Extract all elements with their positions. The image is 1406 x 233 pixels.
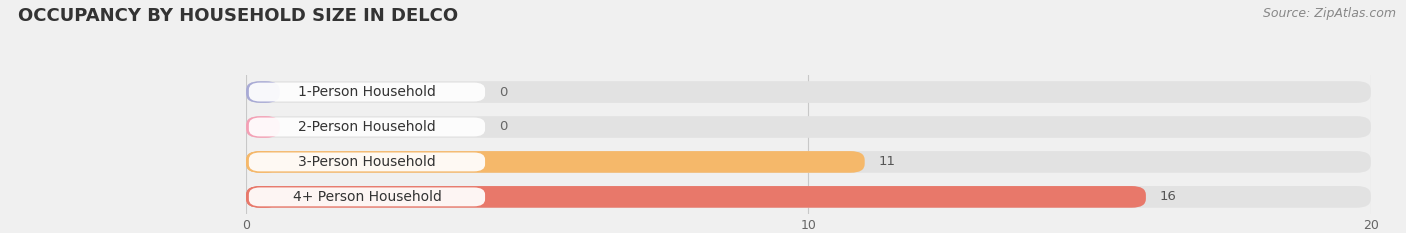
FancyBboxPatch shape [246, 186, 1146, 208]
Text: 2-Person Household: 2-Person Household [298, 120, 436, 134]
FancyBboxPatch shape [246, 116, 280, 138]
Text: 4+ Person Household: 4+ Person Household [292, 190, 441, 204]
FancyBboxPatch shape [246, 151, 1371, 173]
FancyBboxPatch shape [249, 152, 485, 171]
FancyBboxPatch shape [249, 83, 485, 102]
FancyBboxPatch shape [246, 116, 1371, 138]
FancyBboxPatch shape [246, 186, 280, 208]
Text: 0: 0 [499, 120, 508, 134]
FancyBboxPatch shape [246, 81, 1371, 103]
FancyBboxPatch shape [249, 117, 485, 136]
Text: 16: 16 [1160, 190, 1177, 203]
FancyBboxPatch shape [246, 151, 865, 173]
Text: 11: 11 [879, 155, 896, 168]
Text: 3-Person Household: 3-Person Household [298, 155, 436, 169]
FancyBboxPatch shape [246, 81, 280, 103]
FancyBboxPatch shape [249, 187, 485, 206]
FancyBboxPatch shape [246, 186, 1371, 208]
FancyBboxPatch shape [246, 151, 280, 173]
Text: OCCUPANCY BY HOUSEHOLD SIZE IN DELCO: OCCUPANCY BY HOUSEHOLD SIZE IN DELCO [18, 7, 458, 25]
Text: 1-Person Household: 1-Person Household [298, 85, 436, 99]
Text: 0: 0 [499, 86, 508, 99]
Text: Source: ZipAtlas.com: Source: ZipAtlas.com [1263, 7, 1396, 20]
